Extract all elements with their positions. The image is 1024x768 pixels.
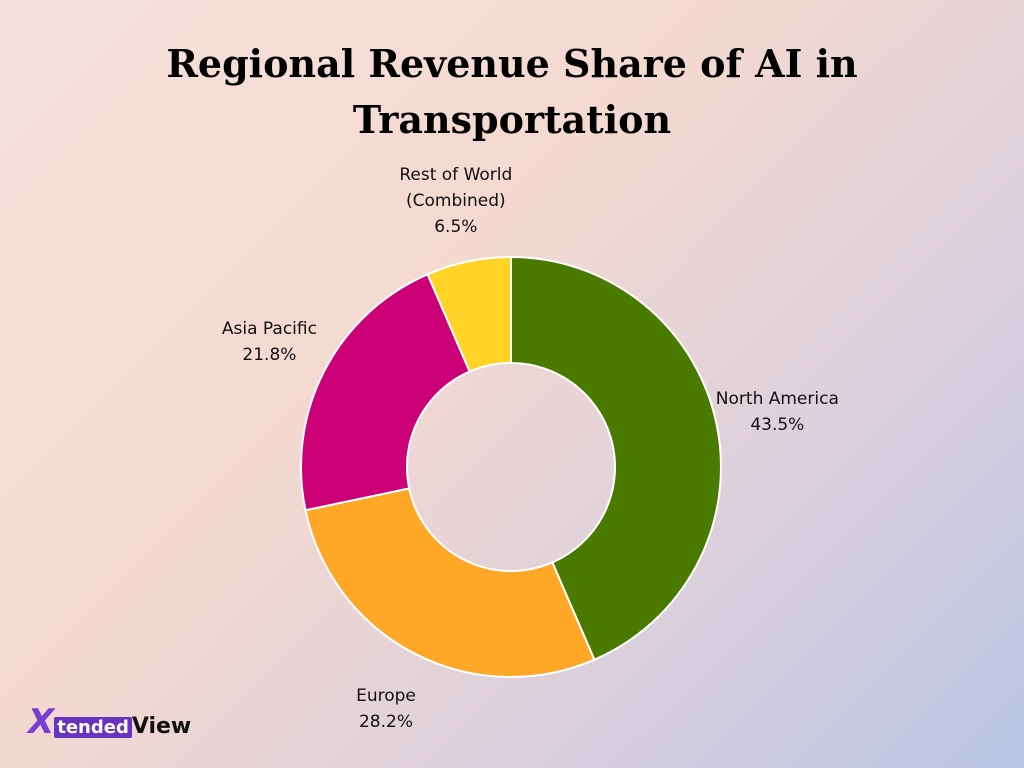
- slice-label-name: Rest of World (Combined): [399, 164, 513, 211]
- donut-slice: [304, 487, 596, 678]
- slice-label-value: 43.5%: [750, 414, 805, 435]
- slice-label: Europe 28.2%: [306, 683, 466, 735]
- logo-mark: X: [28, 702, 55, 742]
- slice-label-value: 21.8%: [242, 344, 297, 365]
- slice-label-name: North America: [715, 388, 839, 409]
- logo-text: tended: [54, 717, 132, 738]
- donut-slice: [426, 255, 512, 373]
- slice-label: Rest of World (Combined) 6.5%: [376, 162, 536, 240]
- slice-label-name: Europe: [356, 685, 416, 706]
- donut-slice: [300, 272, 472, 512]
- slice-label: Asia Pacific 21.8%: [189, 316, 349, 368]
- slice-label-value: 28.2%: [358, 711, 413, 732]
- chart-title: Regional Revenue Share of AI in Transpor…: [166, 41, 858, 142]
- slice-label-value: 6.5%: [434, 216, 478, 237]
- logo-text: View: [131, 714, 192, 739]
- slice-label: North America 43.5%: [697, 386, 857, 438]
- donut-slice: [510, 255, 722, 662]
- slice-label-name: Asia Pacific: [221, 318, 317, 339]
